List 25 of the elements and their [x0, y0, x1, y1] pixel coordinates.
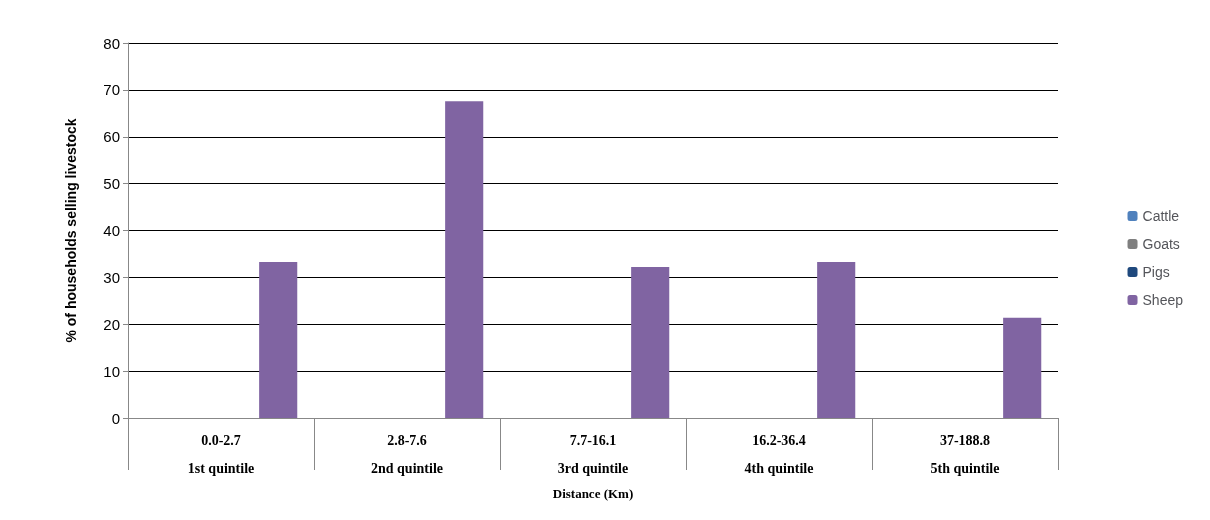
y-tick-label: 40: [103, 222, 120, 239]
bar: [631, 267, 670, 418]
y-tick-label: 70: [103, 81, 120, 99]
y-tick-label: 30: [103, 268, 120, 286]
y-axis-title: % of households selling livestock: [63, 118, 79, 343]
y-tick-label: 60: [103, 128, 120, 146]
y-tick-label: 0: [111, 409, 120, 427]
bar: [817, 261, 856, 418]
x-tick-label: 37-188.8 5th quintile: [930, 432, 1000, 476]
bar: [445, 101, 484, 418]
bar: [1003, 317, 1042, 418]
x-tick-label: 7.7-16.1 3rd quintile: [557, 432, 629, 476]
legend-label: Sheep: [1142, 292, 1184, 308]
legend-label: Goats: [1142, 236, 1180, 252]
x-tick-label: 2.8-7.6 2nd quintile: [371, 432, 443, 476]
legend-label: Pigs: [1142, 264, 1170, 280]
legend-label: Cattle: [1142, 208, 1180, 224]
y-tick-label: 20: [103, 315, 120, 333]
y-tick-label: 10: [103, 362, 120, 380]
bar: [259, 261, 298, 418]
x-tick-label: 0.0-2.7 1st quintile: [187, 432, 255, 476]
x-axis-title: Distance (Km): [552, 485, 634, 501]
y-tick-label: 80: [103, 34, 120, 52]
y-tick-label: 50: [103, 175, 120, 193]
x-tick-label: 16.2-36.4 4th quintile: [744, 432, 814, 476]
